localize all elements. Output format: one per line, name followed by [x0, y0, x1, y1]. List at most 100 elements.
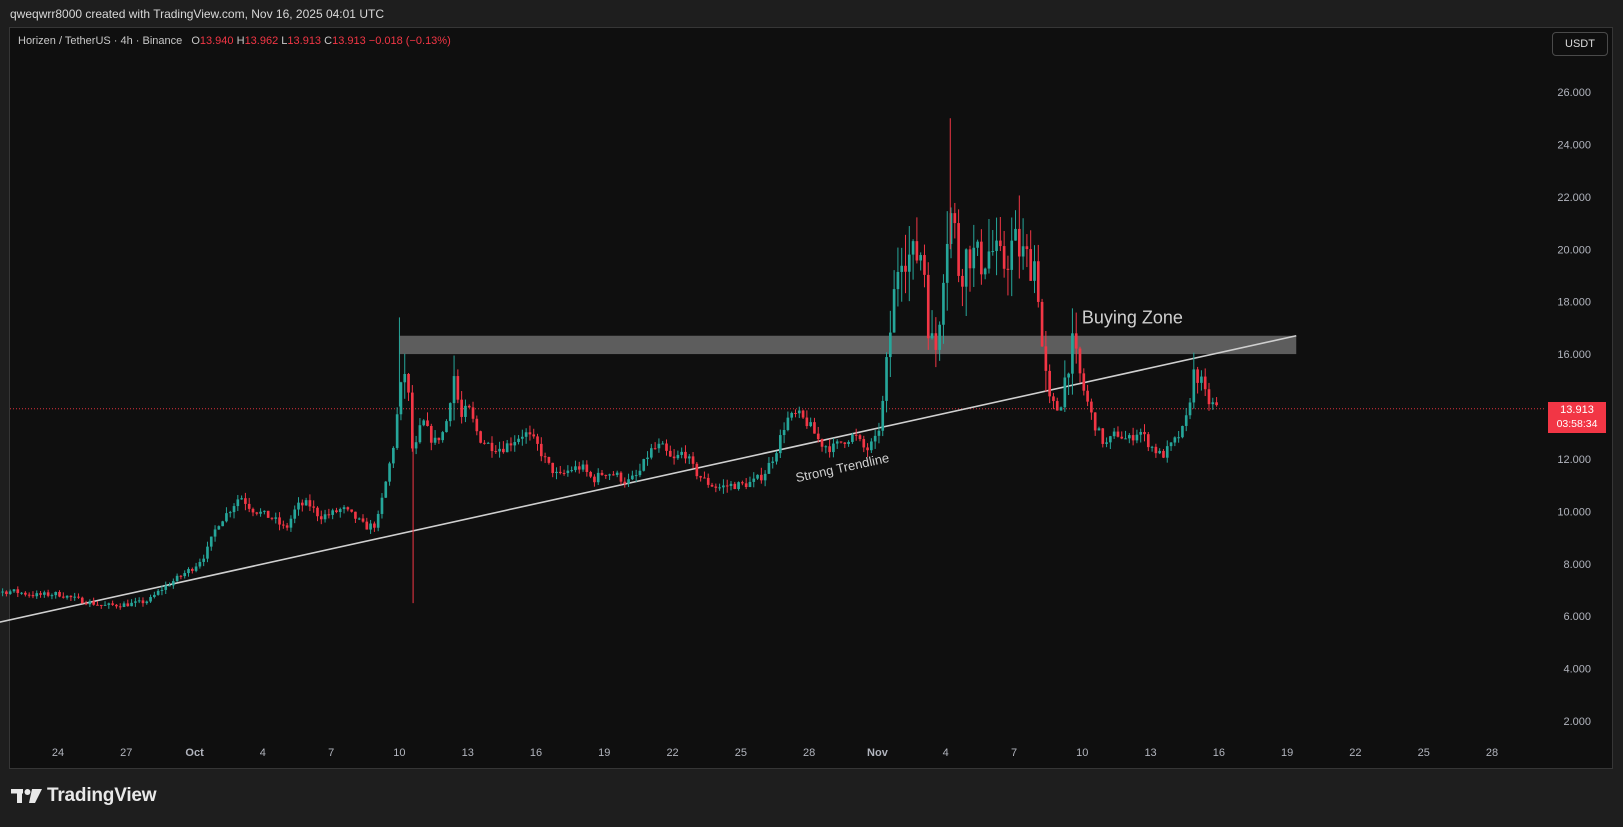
candle-body: [521, 436, 524, 439]
candle-body: [486, 442, 490, 444]
candle-body: [1048, 370, 1051, 397]
candle-body: [27, 594, 31, 596]
y-tick-label: 12.000: [1557, 454, 1591, 466]
candle-body: [1040, 301, 1044, 347]
candle-body: [661, 443, 665, 445]
candle-body: [346, 507, 350, 510]
candle-body: [198, 561, 202, 567]
candle-body: [771, 461, 775, 463]
chart-frame[interactable]: [9, 27, 1613, 769]
candle-body: [547, 456, 551, 463]
candle-body: [232, 506, 236, 513]
candle-body: [456, 376, 460, 400]
candle-body: [824, 446, 828, 448]
candle-body: [395, 414, 399, 448]
candle-body: [179, 575, 183, 577]
candle-body: [995, 240, 998, 252]
candle-body: [1059, 407, 1063, 411]
candle-body: [566, 470, 570, 474]
candle-body: [1203, 376, 1207, 390]
candle-body: [885, 357, 888, 401]
candle-body: [627, 479, 630, 484]
candle-body: [1033, 261, 1036, 281]
candle-body: [312, 506, 316, 508]
candle-body: [1143, 432, 1146, 435]
currency-button[interactable]: USDT: [1552, 32, 1608, 56]
candle-body: [1181, 425, 1184, 438]
candle-body: [581, 464, 585, 470]
candle-body: [171, 581, 175, 586]
last-price-label: 13.913: [1560, 404, 1594, 416]
candle-body: [760, 474, 763, 481]
candle-body: [710, 484, 714, 487]
candle-body: [388, 463, 391, 482]
high-value: 13.962: [244, 35, 279, 47]
candle-body: [665, 443, 668, 451]
candle-body: [676, 454, 680, 459]
candle-body: [149, 597, 152, 602]
candle-body: [285, 525, 289, 528]
candle-body: [103, 604, 107, 606]
x-tick-label: 10: [393, 747, 405, 759]
candle-body: [24, 592, 27, 595]
candle-body: [134, 601, 137, 603]
candle-body: [418, 425, 422, 443]
candle-body: [471, 407, 475, 419]
x-tick-label: 22: [1349, 747, 1361, 759]
candle-body: [722, 485, 725, 488]
candle-body: [1093, 412, 1097, 431]
candle-body: [384, 481, 388, 498]
candle-body: [73, 596, 77, 598]
candle-body: [304, 500, 308, 506]
candle-body: [217, 526, 221, 530]
candle-body: [35, 593, 39, 597]
candle-body: [65, 595, 69, 598]
buying-zone-label: Buying Zone: [1082, 308, 1183, 328]
x-tick-label: 24: [52, 747, 64, 759]
candle-body: [809, 422, 812, 427]
candle-body: [84, 603, 88, 605]
candle-body: [847, 441, 850, 444]
candle-body: [399, 382, 403, 415]
candle-body: [1169, 442, 1173, 447]
candle-body: [744, 483, 748, 488]
candle-body: [976, 241, 979, 248]
tradingview-logo[interactable]: TradingView: [11, 785, 157, 807]
candle-body: [263, 510, 266, 512]
candle-body: [703, 477, 706, 479]
candle-body: [39, 593, 42, 595]
candle-body: [691, 456, 695, 464]
candle-body: [160, 589, 164, 591]
candle-body: [570, 470, 573, 472]
x-tick-label: 7: [328, 747, 334, 759]
y-tick-label: 4.000: [1563, 664, 1591, 676]
candle-body: [672, 456, 676, 459]
candle-body: [130, 602, 133, 607]
candle-body: [517, 438, 520, 443]
candle-body: [1097, 428, 1101, 431]
candle-body: [80, 597, 84, 604]
candle-body: [5, 591, 8, 595]
candle-body: [699, 476, 702, 478]
candle-body: [1150, 446, 1154, 448]
candle-body: [414, 442, 418, 449]
x-tick-label: Nov: [867, 747, 889, 759]
candle-body: [137, 600, 141, 602]
candle-body: [16, 589, 20, 594]
candle-body: [851, 434, 854, 442]
candle-body: [1131, 435, 1135, 441]
candle-body: [1, 591, 4, 593]
candle-body: [953, 213, 957, 224]
chart-attribution: qweqwrr8000 created with TradingView.com…: [10, 7, 384, 21]
candle-body: [141, 600, 145, 604]
candle-body: [646, 457, 649, 460]
candle-body: [1215, 402, 1218, 406]
candle-body: [61, 596, 65, 598]
candle-body: [991, 251, 995, 253]
candle-body: [156, 590, 160, 595]
candle-body: [870, 441, 873, 451]
candle-body: [1109, 436, 1112, 443]
candle-body: [835, 441, 839, 444]
bar-countdown-label: 03:58:34: [1556, 418, 1598, 430]
